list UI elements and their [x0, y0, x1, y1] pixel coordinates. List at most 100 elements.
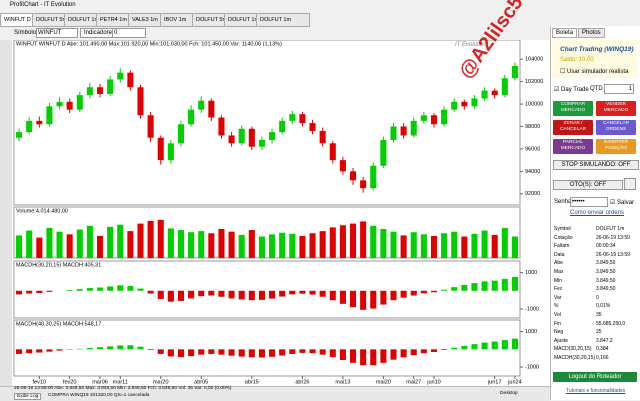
candle-body	[259, 140, 265, 147]
how-to-link[interactable]: Como enviar ordens	[570, 210, 624, 216]
candle-body	[330, 143, 336, 160]
candle-body	[208, 101, 214, 118]
bar	[188, 291, 194, 299]
bar	[97, 236, 103, 258]
log-button[interactable]: Exibir Log	[14, 393, 41, 400]
tab[interactable]: DOLFUT 1m	[256, 13, 310, 27]
bar	[320, 291, 326, 297]
bar	[451, 287, 457, 291]
bar	[249, 291, 255, 300]
bar	[137, 347, 143, 350]
bar	[360, 221, 366, 258]
bar	[310, 233, 316, 258]
bar	[380, 349, 386, 363]
bar	[411, 349, 417, 355]
panel-title: MACDH(30,20,15) MACDH:405,31	[16, 262, 101, 268]
bar	[259, 237, 265, 259]
symbol-input[interactable]: WINFUT	[36, 28, 78, 38]
symbol-label: Símbolo:	[14, 30, 38, 36]
bar	[330, 227, 336, 258]
zero-button[interactable]: ZERAR / CANCELAR	[553, 120, 593, 135]
info-key: Fec	[554, 286, 562, 292]
panel-tab[interactable]: Boleta	[552, 28, 577, 38]
bar	[360, 349, 366, 365]
panel-title: WINFUT WINFUT D Abe: 101.490,00 Max:101.…	[16, 41, 282, 47]
bar	[259, 291, 265, 300]
bar	[57, 232, 63, 258]
candle-body	[471, 98, 477, 106]
candle-body	[320, 131, 326, 143]
tutorials-link[interactable]: Tutoriais e funcionalidades	[566, 388, 625, 394]
info-value: 26-06-19 13:59	[596, 235, 630, 241]
info-key: Max	[554, 269, 563, 275]
qty-input[interactable]: 1	[604, 84, 634, 94]
candle-body	[158, 138, 164, 160]
bar	[502, 279, 508, 291]
info-key: Ajuste	[554, 338, 568, 344]
x-tick-label: jun10	[426, 379, 440, 385]
bar	[137, 289, 143, 291]
bar	[239, 235, 245, 258]
partial-button[interactable]: PARCIAL MERCADO	[553, 139, 593, 154]
bar	[492, 235, 498, 258]
x-tick-label: jun24	[507, 379, 521, 385]
bar	[148, 221, 154, 258]
log-text: COMPRA WINQ19 101320,00 QS=1 cancelada	[48, 393, 149, 398]
bar	[158, 291, 164, 299]
daytrade-checkbox[interactable]: ☑ Day Trade	[554, 86, 589, 93]
bar	[482, 343, 488, 350]
x-tick-label: fev10	[33, 379, 46, 385]
realistic-checkbox[interactable]: ☐ Usar simulador realista	[560, 68, 628, 75]
zoom-input[interactable]: 0	[112, 28, 146, 38]
info-value: 0	[596, 295, 599, 301]
bar	[208, 349, 214, 354]
sell-button[interactable]: VENDER MERCADO	[596, 101, 636, 116]
candle-body	[239, 129, 245, 144]
info-value: 0,384	[596, 346, 609, 352]
candle-body	[107, 79, 113, 94]
settings-button[interactable]	[624, 178, 636, 190]
invert-button[interactable]: INVERTER POSIÇÃO	[596, 139, 636, 154]
bar	[421, 291, 427, 294]
bar	[401, 235, 407, 258]
candle-body	[441, 110, 447, 125]
buy-button[interactable]: COMPRAR MERCADO	[553, 101, 593, 116]
bar	[26, 231, 32, 258]
logout-button[interactable]: Logout do Roteador	[553, 372, 637, 382]
bar	[289, 291, 295, 295]
candle-body	[46, 106, 52, 124]
balance: Saldo: 10,00	[560, 57, 594, 63]
bar	[67, 234, 73, 258]
candle-body	[482, 91, 488, 99]
bar	[107, 346, 113, 349]
info-value: 3.849,50	[596, 278, 615, 284]
bar	[401, 349, 407, 357]
realistic-label: Usar simulador realista	[567, 69, 628, 75]
bar	[158, 349, 164, 354]
bar	[380, 229, 386, 258]
bar	[46, 228, 52, 258]
bar	[198, 231, 204, 258]
bar	[340, 349, 346, 360]
bar	[198, 349, 204, 354]
save-checkbox[interactable]: ☑ Salvar	[610, 199, 634, 206]
x-tick-label: abr26	[295, 379, 309, 385]
bar	[299, 291, 305, 294]
bar	[269, 234, 275, 258]
stop-button[interactable]: STOP SIMULANDO: OFF	[553, 160, 639, 170]
info-key: Vol	[554, 312, 561, 318]
oto-button[interactable]: OTO(S): OFF	[553, 180, 623, 190]
info-value: 3.849,50	[596, 260, 615, 266]
bar	[492, 342, 498, 350]
panel-tab[interactable]: Photos	[578, 28, 605, 38]
candle-body	[127, 73, 133, 88]
candle-body	[431, 115, 437, 124]
password-input[interactable]: ••••••	[570, 197, 608, 207]
candle-body	[198, 101, 204, 110]
bar	[411, 291, 417, 296]
bar	[482, 231, 488, 258]
x-tick-label: mai20	[376, 379, 391, 385]
bar	[279, 233, 285, 258]
cancel-button[interactable]: CANCELAR ORDENS	[596, 120, 636, 135]
bar	[137, 224, 143, 258]
